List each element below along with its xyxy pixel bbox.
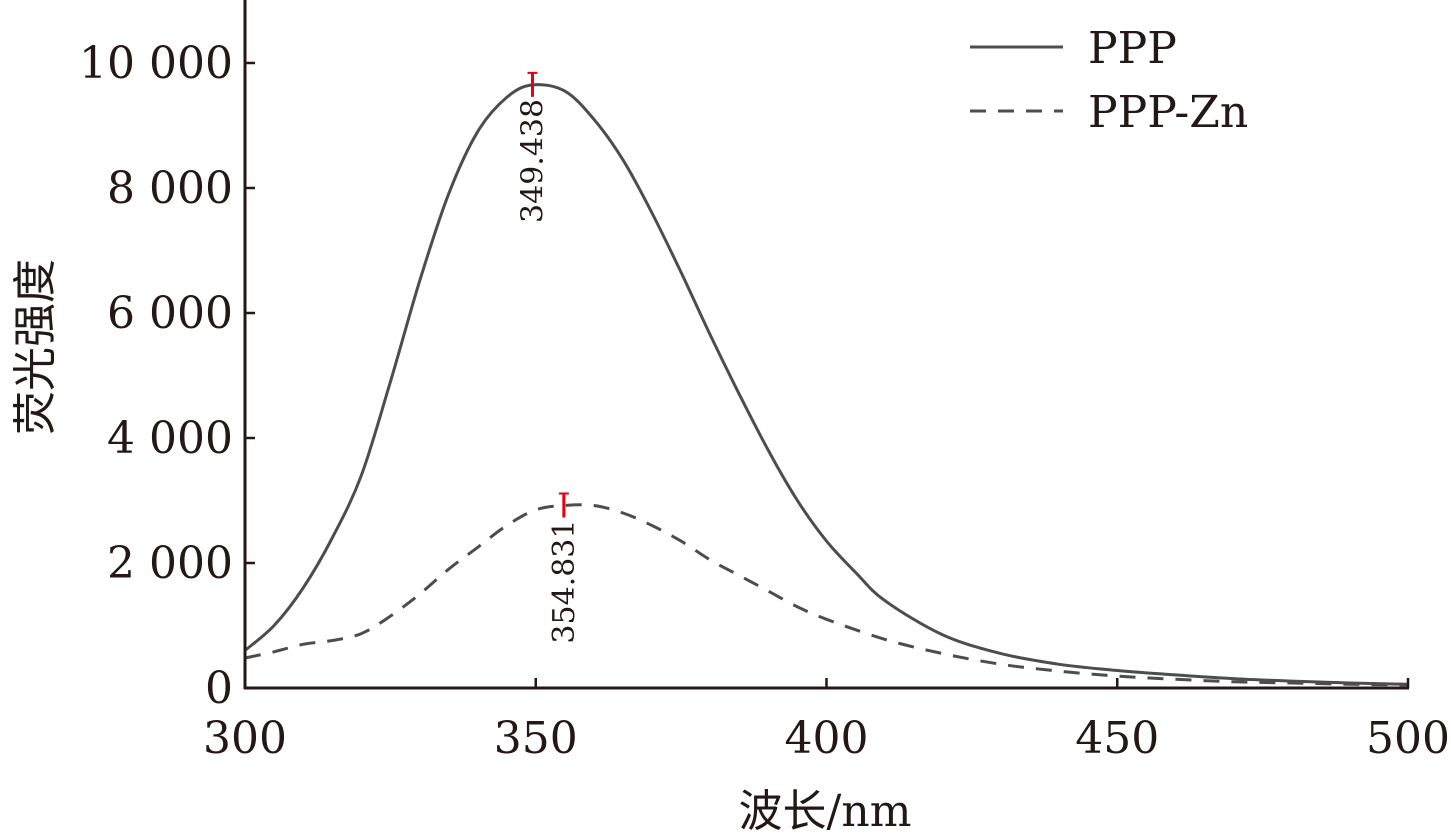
legend: PPP PPP-Zn: [970, 23, 1248, 138]
y-tick-label: 6 000: [107, 288, 233, 339]
x-tick-label: 500: [1366, 713, 1450, 764]
x-tick-label: 350: [494, 713, 578, 764]
y-tick-label: 2 000: [107, 538, 233, 589]
series-layer: [244, 83, 1409, 687]
x-tick-label: 400: [785, 713, 869, 764]
y-tick-label: 10 000: [79, 38, 233, 89]
x-tick-label: 450: [1075, 713, 1159, 764]
y-tick-label: 4 000: [107, 413, 233, 464]
y-axis-title: 荧光强度: [10, 259, 61, 435]
x-tick-label: 300: [203, 713, 287, 764]
y-tick-label: 0: [205, 663, 233, 714]
legend-label-ppp-zn: PPP-Zn: [1088, 87, 1248, 138]
series-line-ppp: [244, 83, 1409, 686]
legend-label-ppp: PPP: [1088, 23, 1177, 74]
peak-label: 349.438: [515, 99, 550, 223]
peak-annotation-layer: 349.438 354.831: [515, 71, 582, 644]
y-tick-label: 8 000: [107, 163, 233, 214]
series-line-ppp-zn: [244, 503, 1409, 687]
peak-label: 354.831: [547, 520, 582, 644]
axes-layer: 300 350 400 450 500 0 2 000 4 000 6 000 8 000 10 0…: [79, 0, 1450, 764]
x-axis-title: 波长/nm: [739, 786, 912, 833]
